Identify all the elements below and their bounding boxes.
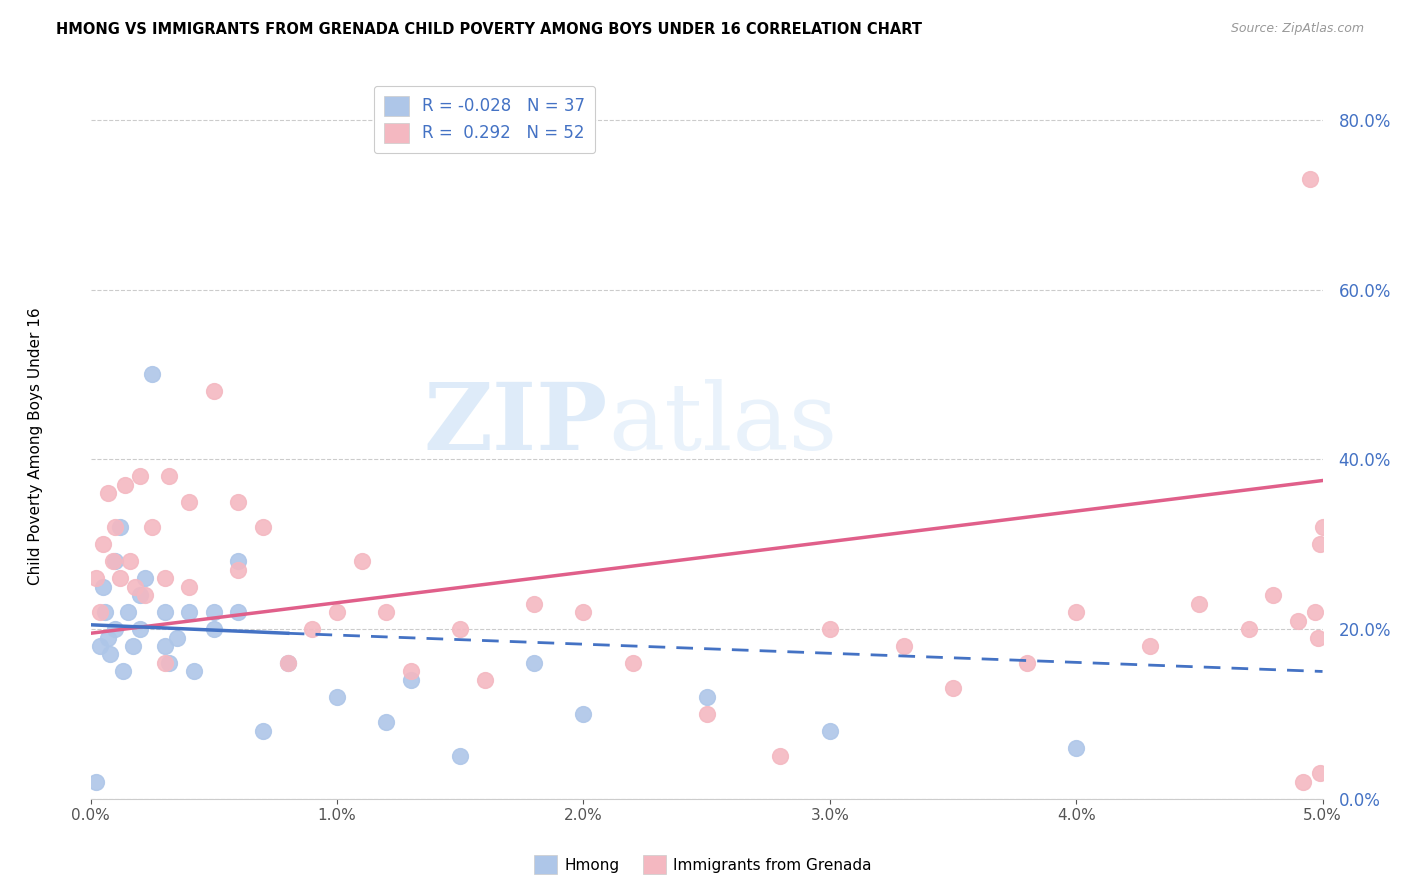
Point [179, 494, 201, 508]
Text: atlas: atlas [607, 379, 837, 468]
Point [1237, 622, 1260, 636]
Point [104, 520, 127, 534]
Point [252, 723, 274, 738]
Text: ZIP: ZIP [423, 379, 607, 468]
Point [128, 622, 150, 636]
Legend: Hmong, Immigrants from Grenada: Hmong, Immigrants from Grenada [529, 849, 877, 880]
Point [94, 605, 117, 619]
Point [696, 690, 718, 704]
Point [89, 639, 111, 653]
Point [228, 494, 250, 508]
Point [696, 706, 718, 721]
Point [523, 656, 546, 670]
Point [153, 639, 176, 653]
Point [818, 622, 841, 636]
Point [159, 469, 181, 483]
Point [621, 656, 644, 670]
Point [128, 588, 150, 602]
Point [179, 580, 201, 594]
Point [84, 774, 107, 789]
Point [942, 681, 965, 696]
Point [769, 749, 792, 764]
Point [474, 673, 496, 687]
Point [124, 580, 146, 594]
Point [118, 554, 141, 568]
Point [1286, 614, 1309, 628]
Point [449, 749, 471, 764]
Point [121, 639, 143, 653]
Text: Source: ZipAtlas.com: Source: ZipAtlas.com [1230, 22, 1364, 36]
Point [375, 715, 398, 730]
Point [183, 665, 205, 679]
Point [141, 368, 163, 382]
Point [153, 571, 176, 585]
Text: HMONG VS IMMIGRANTS FROM GRENADA CHILD POVERTY AMONG BOYS UNDER 16 CORRELATION C: HMONG VS IMMIGRANTS FROM GRENADA CHILD P… [56, 22, 922, 37]
Point [1064, 605, 1087, 619]
Point [114, 477, 136, 491]
Point [1312, 520, 1334, 534]
Point [108, 571, 131, 585]
Point [572, 706, 595, 721]
Point [202, 605, 225, 619]
Point [89, 605, 111, 619]
Point [893, 639, 915, 653]
Point [108, 520, 131, 534]
Point [141, 520, 163, 534]
Point [1263, 588, 1285, 602]
Point [202, 384, 225, 399]
Point [301, 622, 323, 636]
Point [818, 723, 841, 738]
Point [91, 580, 114, 594]
Point [572, 605, 595, 619]
Point [111, 665, 134, 679]
Point [153, 605, 176, 619]
Point [1139, 639, 1161, 653]
Point [117, 605, 139, 619]
Point [326, 690, 349, 704]
Text: Child Poverty Among Boys Under 16: Child Poverty Among Boys Under 16 [28, 307, 42, 585]
Point [202, 622, 225, 636]
Point [449, 622, 471, 636]
Point [1292, 774, 1315, 789]
Point [91, 537, 114, 551]
Point [134, 588, 156, 602]
Point [1299, 172, 1322, 186]
Point [1306, 631, 1329, 645]
Point [1188, 597, 1211, 611]
Point [277, 656, 299, 670]
Point [252, 520, 274, 534]
Point [101, 554, 124, 568]
Point [84, 571, 107, 585]
Point [523, 597, 546, 611]
Point [1015, 656, 1038, 670]
Point [1309, 537, 1331, 551]
Point [277, 656, 299, 670]
Point [104, 554, 127, 568]
Point [1303, 605, 1326, 619]
Point [399, 665, 422, 679]
Point [153, 656, 176, 670]
Point [179, 605, 201, 619]
Point [228, 605, 250, 619]
Point [128, 469, 150, 483]
Point [228, 554, 250, 568]
Point [159, 656, 181, 670]
Point [134, 571, 156, 585]
Point [350, 554, 373, 568]
Point [104, 622, 127, 636]
Point [228, 563, 250, 577]
Point [1309, 766, 1331, 780]
Point [97, 631, 120, 645]
Point [97, 486, 120, 500]
Point [166, 631, 188, 645]
Point [1064, 740, 1087, 755]
Point [326, 605, 349, 619]
Point [98, 648, 121, 662]
Point [399, 673, 422, 687]
Legend: R = -0.028   N = 37, R =  0.292   N = 52: R = -0.028 N = 37, R = 0.292 N = 52 [374, 86, 596, 153]
Point [375, 605, 398, 619]
